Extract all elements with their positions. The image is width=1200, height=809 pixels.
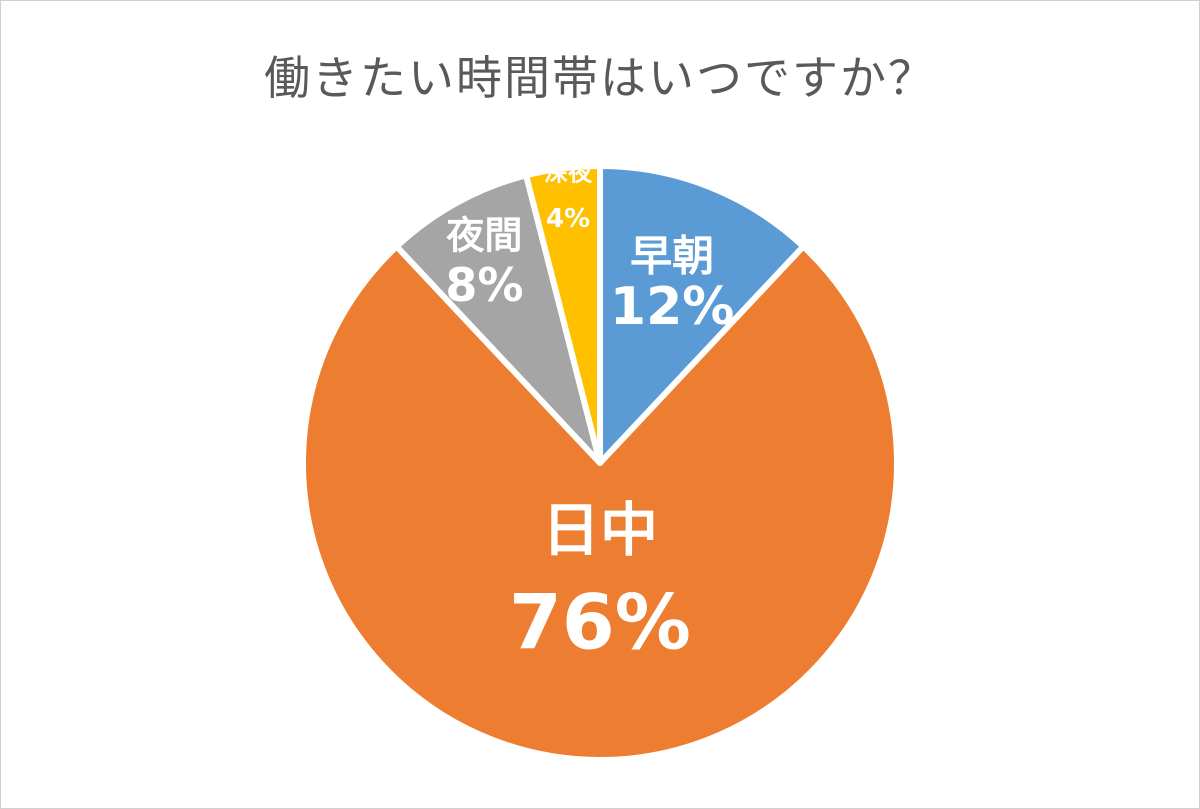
- slice-name-label: 早朝: [630, 231, 714, 280]
- chart-title: 働きたい時間帯はいつですか？: [264, 51, 936, 105]
- pie-slice-2: [300, 243, 900, 763]
- pie-slice-4: [523, 163, 603, 466]
- slice-value-label: 4%: [546, 204, 590, 234]
- slice-value-label: 76%: [509, 577, 691, 666]
- pie-slices: [300, 163, 900, 763]
- slice-name-label: 深夜: [544, 158, 593, 186]
- slice-value-label: 8%: [445, 258, 523, 312]
- pie-slice-1: [597, 163, 807, 466]
- slice-value-label: 12%: [610, 277, 734, 337]
- slice-name-label: 日中: [542, 496, 658, 564]
- slice-name-label: 夜間: [445, 213, 522, 257]
- pie-slice-3: [393, 172, 603, 466]
